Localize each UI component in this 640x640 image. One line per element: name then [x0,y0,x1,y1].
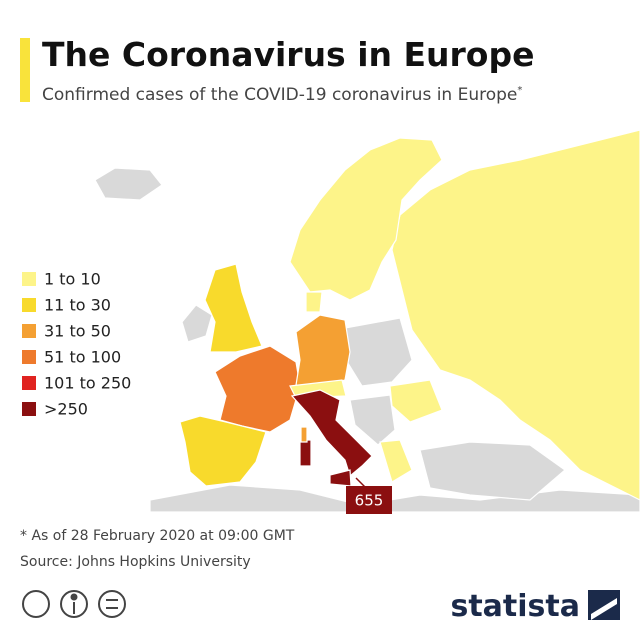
source: Source: Johns Hopkins University [20,554,251,570]
legend-label: >250 [44,400,88,419]
balkans [349,394,396,446]
spain [179,415,267,487]
by-head [70,593,78,601]
france [214,345,301,433]
legend-swatch [22,350,36,364]
annotation-label: 655 [355,492,384,510]
legend-swatch [22,272,36,286]
title: The Coronavirus in Europe [42,35,534,74]
turkey [419,441,566,501]
romania [389,379,443,423]
footnote: * As of 28 February 2020 at 09:00 GMT [20,528,295,544]
scandinavia [289,137,443,301]
subtitle: Confirmed cases of the COVID-19 coronavi… [42,85,522,105]
annotation-box [346,486,392,514]
title-bar [20,38,30,102]
united-kingdom [204,263,263,353]
legend-label: 11 to 30 [44,296,111,315]
legend-label: 1 to 10 [44,270,101,289]
legend-label: 101 to 250 [44,374,131,393]
brand-logo [588,590,620,620]
legend-label: 51 to 100 [44,348,121,367]
legend-swatch [22,298,36,312]
germany [295,314,351,391]
legend-swatch [22,376,36,390]
italy [290,389,373,478]
legend-swatch [22,324,36,338]
iceland [94,167,163,201]
legend-label: 31 to 50 [44,322,111,341]
map: 655 [94,129,640,514]
ireland [181,304,213,343]
north-africa [149,484,640,513]
legend-swatch [22,402,36,416]
subtitle-text: Confirmed cases of the COVID-19 coronavi… [42,85,517,105]
logo-mark [591,598,617,620]
brand: statista [450,589,580,624]
denmark [305,291,323,313]
nd-icon [98,590,126,618]
by-icon [60,590,88,618]
corsica [300,426,308,443]
subtitle-mark: * [517,85,522,96]
legend: 1 to 10 11 to 30 31 to 50 51 to 100 101 to 2… [22,270,131,419]
cc-icon [22,590,50,618]
russia-region [391,129,640,501]
greece [379,439,413,483]
sardinia [299,439,312,467]
license-icons [22,590,126,618]
